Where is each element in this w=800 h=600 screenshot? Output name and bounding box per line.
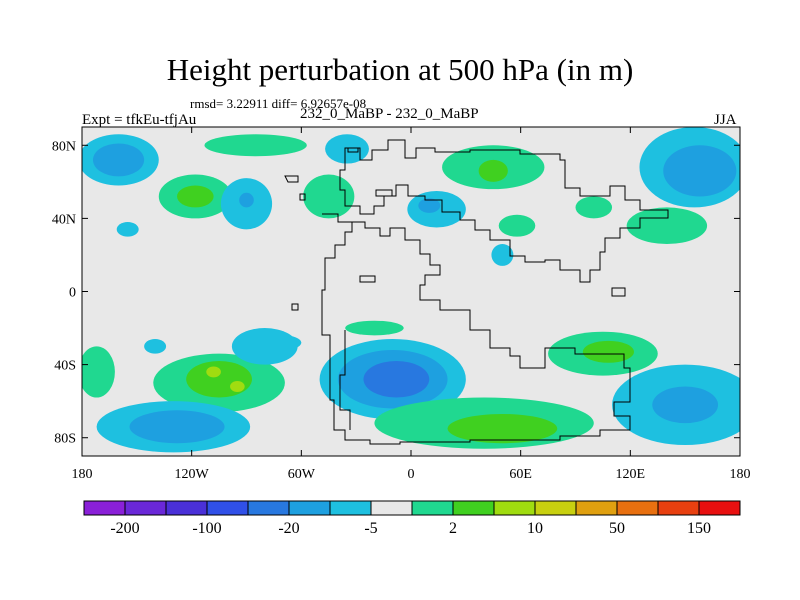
- island-outline-4: [359, 275, 376, 283]
- contour-region-7: [303, 174, 355, 219]
- y-tick-label-1: 40N: [52, 212, 76, 227]
- longitude-axis: 180 120W 60W 0 60E 120E 180: [72, 127, 751, 482]
- contour-region-16: [575, 196, 613, 219]
- x-tick-label-3: 0: [408, 467, 415, 482]
- contour-region-31: [363, 360, 430, 398]
- colorbar: -200 -100 -20 -5 2 10 50 150: [83, 500, 741, 537]
- contour-region-23: [82, 346, 115, 398]
- colorbar-label-2: -20: [278, 520, 299, 537]
- contour-region-27: [230, 381, 245, 393]
- contour-region-12: [478, 159, 508, 182]
- contour-region-20: [345, 320, 404, 336]
- colorbar-swatch-1: [124, 500, 167, 516]
- colorbar-swatch-6: [329, 500, 372, 516]
- colorbar-swatch-8: [411, 500, 454, 516]
- x-tick-label-5: 120E: [616, 467, 646, 482]
- contour-region-37: [447, 413, 558, 444]
- y-tick-label-4: 80S: [54, 432, 76, 447]
- contour-region-5: [239, 192, 254, 208]
- colorbar-swatch-3: [206, 500, 249, 516]
- season-label: JJA: [714, 112, 737, 128]
- x-tick-label-1: 120W: [175, 467, 210, 482]
- y-tick-label-0: 80N: [52, 139, 76, 154]
- y-tick-label-2: 0: [69, 286, 76, 301]
- latitude-axis: 80N 40N 0 40S 80S: [52, 139, 740, 447]
- x-tick-label-4: 60E: [509, 467, 532, 482]
- colorbar-swatch-7: [370, 500, 413, 516]
- contour-region-28: [231, 328, 298, 365]
- colorbar-label-1: -100: [192, 520, 221, 537]
- continent-outline-south-land: [339, 330, 351, 430]
- x-tick-label-2: 60W: [288, 467, 316, 482]
- island-outline-3: [291, 303, 299, 311]
- greenland-outline: [284, 175, 306, 201]
- colorbar-swatch-11: [534, 500, 577, 516]
- contour-region-3: [177, 185, 214, 208]
- contour-region-10: [418, 198, 441, 213]
- contour-region-21: [144, 339, 167, 354]
- y-tick-label-3: 40S: [54, 359, 76, 374]
- colorbar-swatch-15: [698, 500, 741, 516]
- colorbar-swatch-4: [247, 500, 290, 516]
- contour-region-8: [325, 134, 369, 164]
- contour-region-25: [186, 360, 252, 398]
- experiment-label: Expt = tfkEu-tfjAu: [82, 112, 197, 128]
- statistics-text: rmsd= 3.22911 diff= 6.92657e-08: [190, 96, 367, 111]
- x-tick-label-6: 180: [730, 467, 751, 482]
- colorbar-label-4: 2: [449, 520, 457, 537]
- contour-region-17: [498, 214, 536, 237]
- continent-outline-layer: [284, 139, 669, 445]
- contour-region-18: [491, 243, 514, 266]
- colorbar-swatch-0: [83, 500, 126, 516]
- colorbar-label-0: -200: [110, 520, 139, 537]
- contour-region-26: [206, 366, 221, 378]
- continent-outline-north: [339, 139, 669, 283]
- contour-region-33: [582, 340, 634, 363]
- contour-region-14: [663, 145, 737, 197]
- contour-region-39: [129, 410, 225, 444]
- colorbar-swatch-10: [493, 500, 536, 516]
- colorbar-swatch-12: [575, 500, 618, 516]
- colorbar-label-5: 10: [527, 520, 543, 537]
- colorbar-swatch-5: [288, 500, 331, 516]
- island-outline-1: [375, 189, 393, 197]
- x-tick-label-0: 180: [72, 467, 93, 482]
- contour-region-19: [116, 222, 139, 237]
- comparison-label: 232_0_MaBP - 232_0_MaBP: [300, 106, 479, 122]
- chart-title: Height perturbation at 500 hPa (in m): [166, 52, 634, 87]
- continent-outline-west: [321, 213, 631, 445]
- contour-fill-layer: [82, 127, 740, 453]
- island-outline-5: [611, 287, 626, 297]
- contour-region-6: [204, 134, 307, 157]
- colorbar-swatch-13: [616, 500, 659, 516]
- colorbar-label-7: 150: [687, 520, 711, 537]
- contour-region-1: [92, 143, 145, 177]
- colorbar-label-3: -5: [364, 520, 377, 537]
- colorbar-label-6: 50: [609, 520, 625, 537]
- colorbar-swatch-9: [452, 500, 495, 516]
- colorbar-swatch-2: [165, 500, 208, 516]
- contour-region-15: [626, 207, 708, 244]
- island-outline-2: [347, 147, 359, 153]
- colorbar-swatch-14: [657, 500, 700, 516]
- contour-region-35: [652, 386, 719, 424]
